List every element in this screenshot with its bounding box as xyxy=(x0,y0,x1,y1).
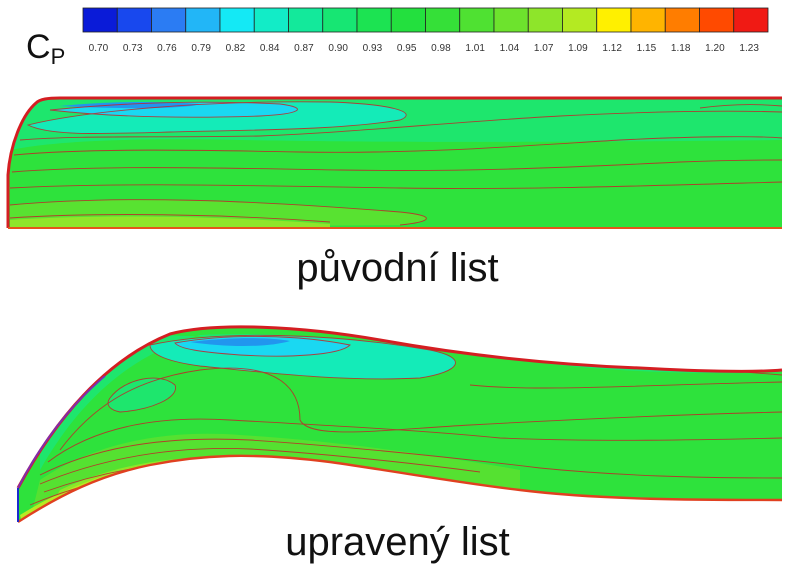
caption-original-blade: původní list xyxy=(296,246,499,290)
legend-tick-label: 1.23 xyxy=(739,43,759,54)
legend-tick-label: 1.12 xyxy=(602,43,622,54)
legend-tick-label: 0.76 xyxy=(157,43,177,54)
legend-tick-label: 0.70 xyxy=(89,43,109,54)
legend-swatch xyxy=(630,7,666,33)
legend-tick-label: 0.90 xyxy=(328,43,348,54)
legend-tick-label: 0.87 xyxy=(294,43,314,54)
legend-swatch xyxy=(185,7,221,33)
legend-tick-label: 1.04 xyxy=(500,43,520,54)
legend-swatch xyxy=(459,7,495,33)
legend-tick-label: 1.01 xyxy=(465,43,485,54)
legend-swatch xyxy=(425,7,461,33)
legend-swatch xyxy=(493,7,529,33)
legend-tick-label: 0.79 xyxy=(191,43,211,54)
caption-modified-blade: upravený list xyxy=(285,520,510,564)
legend-swatch xyxy=(390,7,426,33)
legend-tick-label: 1.18 xyxy=(671,43,691,54)
legend-swatch xyxy=(82,7,118,33)
color-legend: 0.70 0.73 0.76 0.79 0.82 0.84 0.87 0.90 0.93 0.95… xyxy=(82,7,769,54)
legend-swatch xyxy=(596,7,632,33)
legend-swatch xyxy=(116,7,152,33)
legend-tick-label: 0.98 xyxy=(431,43,451,54)
legend-swatch xyxy=(151,7,187,33)
cp-symbol: CP xyxy=(26,28,65,70)
legend-tick-label: 0.84 xyxy=(260,43,280,54)
legend-tick-label: 1.20 xyxy=(705,43,725,54)
legend-swatch xyxy=(562,7,598,33)
legend-tick-label: 0.82 xyxy=(226,43,246,54)
legend-tick-label: 1.15 xyxy=(637,43,657,54)
legend-swatch xyxy=(322,7,358,33)
legend-swatch xyxy=(356,7,392,33)
legend-swatch xyxy=(699,7,735,33)
legend-tick-label: 0.73 xyxy=(123,43,143,54)
legend-tick-label: 1.09 xyxy=(568,43,588,54)
legend-swatch xyxy=(527,7,563,33)
legend-tick-label: 0.95 xyxy=(397,43,417,54)
cp-symbol-text: C xyxy=(26,28,51,66)
legend-swatch xyxy=(664,7,700,33)
legend-tick-label: 0.93 xyxy=(363,43,383,54)
legend-swatch xyxy=(253,7,289,33)
contour-panel-modified xyxy=(16,325,783,524)
legend-swatch xyxy=(288,7,324,33)
contour-panel-original xyxy=(6,96,782,229)
legend-swatch xyxy=(733,7,769,33)
cp-symbol-subscript: P xyxy=(50,44,66,69)
legend-swatch xyxy=(219,7,255,33)
legend-tick-label: 1.07 xyxy=(534,43,554,54)
